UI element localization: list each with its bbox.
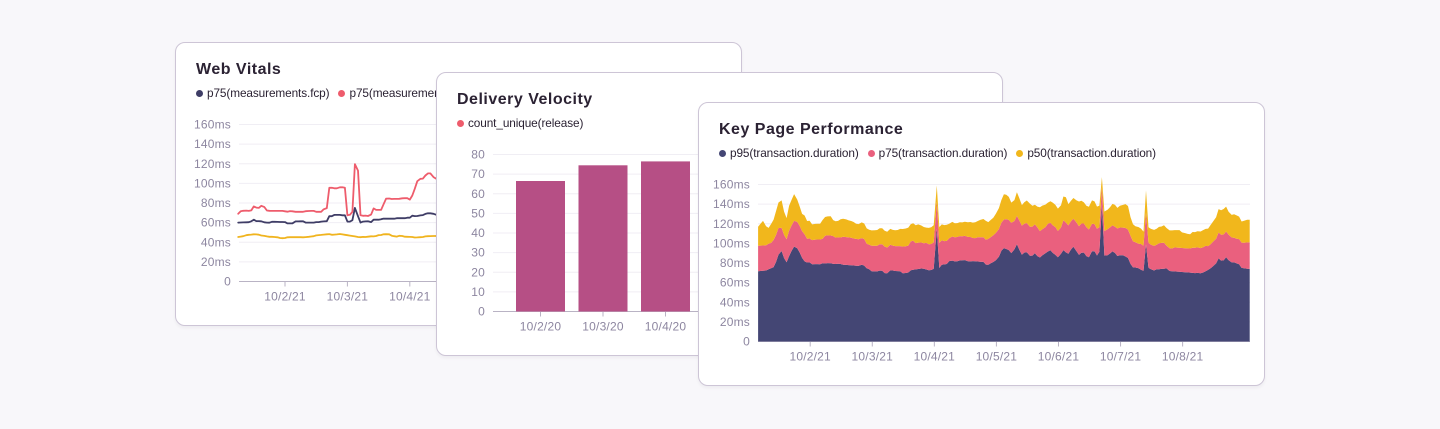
series-line-1[interactable] xyxy=(237,163,458,217)
legend-label: p95(transaction.duration) xyxy=(730,146,859,160)
x-tick-label: 10/5/21 xyxy=(976,350,1018,364)
y-tick-label: 160ms xyxy=(194,118,231,132)
series-line-0[interactable] xyxy=(237,206,458,225)
y-tick-label: 20 xyxy=(471,265,485,279)
y-tick-label: 50 xyxy=(471,206,485,220)
legend-delivery-velocity: count_unique(release) xyxy=(457,116,997,130)
y-tick-label: 120ms xyxy=(194,157,231,171)
x-axis-web-vitals: 10/2/21 10/3/21 10/4/21 xyxy=(264,281,431,304)
x-tick-label: 10/2/20 xyxy=(520,320,562,334)
legend-label: count_unique(release) xyxy=(468,116,584,130)
y-tick-label: 80ms xyxy=(720,256,750,270)
series-area-2[interactable] xyxy=(758,177,1250,249)
bar-0[interactable] xyxy=(516,181,565,312)
y-tick-label: 0 xyxy=(478,305,485,319)
area-series-key-page-performance xyxy=(758,177,1250,342)
y-tick-label: 160ms xyxy=(713,178,750,192)
y-tick-label: 120ms xyxy=(713,217,750,231)
legend-dot-icon xyxy=(338,89,346,97)
y-tick-label: 60 xyxy=(471,187,485,201)
x-tick-label: 10/4/20 xyxy=(645,320,687,334)
card-title-delivery-velocity: Delivery Velocity xyxy=(457,91,593,108)
bar-series-delivery-velocity xyxy=(516,161,690,312)
legend-dot-icon xyxy=(719,149,726,157)
y-tick-label: 80 xyxy=(471,148,485,162)
y-tick-label: 40ms xyxy=(720,295,750,309)
x-tick-label: 10/8/21 xyxy=(1162,350,1204,364)
card-title-web-vitals: Web Vitals xyxy=(196,61,282,78)
y-tick-label: 140ms xyxy=(194,137,231,151)
legend-dot-icon xyxy=(1016,149,1024,157)
x-tick-label: 10/2/21 xyxy=(789,350,831,364)
y-axis-web-vitals: 0 20ms 40ms 60ms 80ms 100ms 120ms 140ms 160ms xyxy=(194,118,231,289)
legend-dot-icon xyxy=(457,119,464,127)
y-tick-label: 60ms xyxy=(201,216,231,230)
line-series-web-vitals xyxy=(237,163,458,240)
legend-dot-icon xyxy=(867,149,875,157)
bar-1[interactable] xyxy=(578,165,628,312)
bar-2[interactable] xyxy=(641,161,690,312)
legend-label: p75(measurements.fcp) xyxy=(207,86,330,100)
y-tick-label: 140ms xyxy=(713,197,750,211)
legend-item-key-page-performance-0[interactable]: p95(transaction.duration) xyxy=(719,146,859,160)
y-tick-label: 0 xyxy=(224,275,231,289)
series-line-2[interactable] xyxy=(237,233,458,240)
x-tick-label: 10/3/21 xyxy=(327,290,369,304)
series-area-0[interactable] xyxy=(758,204,1250,342)
y-tick-label: 40ms xyxy=(201,235,231,249)
y-tick-label: 70 xyxy=(471,167,485,181)
y-axis-key-page-performance: 0 20ms 40ms 60ms 80ms 100ms 120ms 140ms 160ms xyxy=(713,178,750,349)
y-tick-label: 40 xyxy=(471,226,485,240)
legend-item-key-page-performance-2[interactable]: p50(transaction.duration) xyxy=(1016,146,1156,160)
x-tick-label: 10/2/21 xyxy=(264,290,306,304)
y-tick-label: 10 xyxy=(471,285,485,299)
y-tick-label: 30 xyxy=(471,246,485,260)
y-tick-label: 20ms xyxy=(201,255,231,269)
x-tick-label: 10/7/21 xyxy=(1100,350,1142,364)
y-tick-label: 100ms xyxy=(194,176,231,190)
x-tick-label: 10/4/21 xyxy=(914,350,956,364)
y-axis-delivery-velocity: 0 10 20 30 40 50 60 70 80 xyxy=(471,148,485,319)
legend-item-web-vitals-0[interactable]: p75(measurements.fcp) xyxy=(196,86,330,100)
legend-item-key-page-performance-1[interactable]: p75(transaction.duration) xyxy=(867,146,1008,160)
card-title-key-page-performance: Key Page Performance xyxy=(719,121,904,138)
y-tick-label: 0 xyxy=(743,335,750,349)
chart-key-page-performance[interactable]: 10/2/21 10/3/21 10/4/21 10/5/21 10/6/21 10/7/… xyxy=(699,103,1266,387)
y-tick-label: 60ms xyxy=(720,276,750,290)
y-tick-label: 100ms xyxy=(713,236,750,250)
x-axis-delivery-velocity: 10/2/20 10/3/20 10/4/20 xyxy=(520,311,687,334)
widget-card-key-page-performance: Key Page Performance p95(transaction.dura… xyxy=(698,102,1265,386)
legend-dot-icon xyxy=(196,89,203,97)
y-tick-label: 80ms xyxy=(201,196,231,210)
x-tick-label: 10/4/21 xyxy=(389,290,431,304)
x-tick-label: 10/3/20 xyxy=(582,320,624,334)
legend-label: p75(transaction.duration) xyxy=(878,146,1008,160)
x-tick-label: 10/3/21 xyxy=(852,350,894,364)
series-area-1[interactable] xyxy=(758,187,1250,274)
x-tick-label: 10/6/21 xyxy=(1038,350,1080,364)
legend-item-delivery-velocity-0[interactable]: count_unique(release) xyxy=(457,116,583,130)
y-tick-label: 20ms xyxy=(720,315,750,329)
legend-label: p50(transaction.duration) xyxy=(1027,146,1156,160)
x-axis-key-page-performance: 10/2/21 10/3/21 10/4/21 10/5/21 10/6/21 10/7/… xyxy=(789,341,1204,364)
legend-key-page-performance: p95(transaction.duration) p75(transaction… xyxy=(719,146,1259,160)
